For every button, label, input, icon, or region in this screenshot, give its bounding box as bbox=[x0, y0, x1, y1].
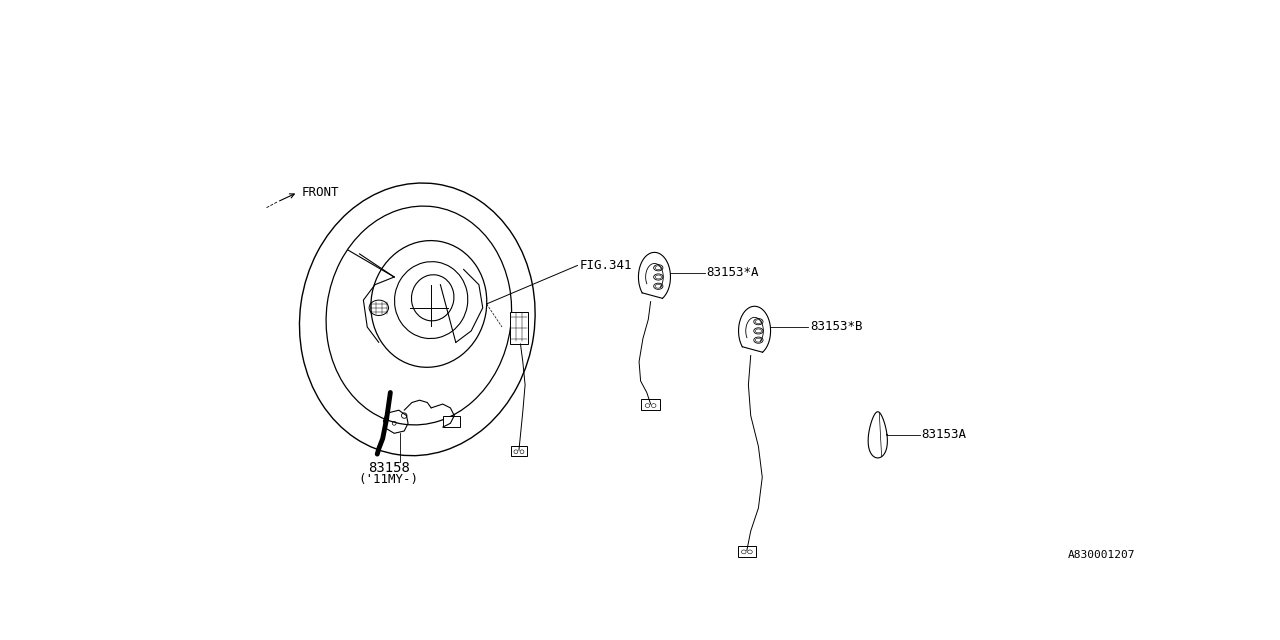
Text: FRONT: FRONT bbox=[302, 186, 339, 199]
Bar bbox=[737, 546, 756, 557]
Text: FIG.341: FIG.341 bbox=[580, 259, 632, 272]
Text: A830001207: A830001207 bbox=[1068, 550, 1135, 560]
FancyBboxPatch shape bbox=[509, 312, 529, 344]
Text: ('11MY-): ('11MY-) bbox=[358, 472, 419, 486]
Bar bbox=[641, 399, 660, 410]
Text: 83153*B: 83153*B bbox=[810, 320, 863, 333]
Text: 83153A: 83153A bbox=[922, 428, 966, 441]
Text: 83153*A: 83153*A bbox=[707, 266, 759, 279]
Bar bbox=[443, 415, 460, 427]
Bar bbox=[511, 445, 526, 456]
Text: 83158: 83158 bbox=[367, 461, 410, 475]
